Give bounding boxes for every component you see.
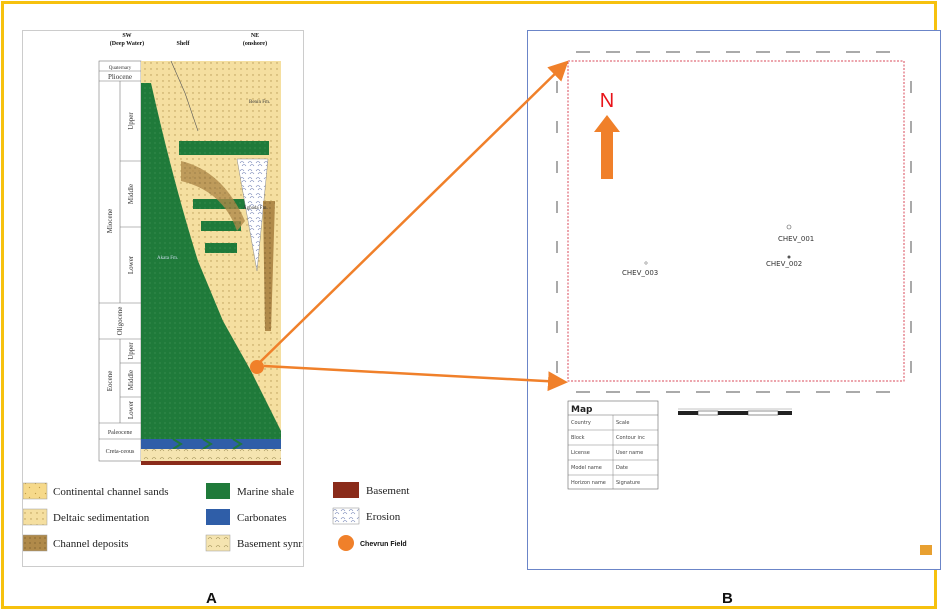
- legend-synrift: Basement synrift: [237, 538, 303, 550]
- well-chev-003[interactable]: CHEV_003: [622, 261, 658, 277]
- age-quaternary: Quaternary: [109, 66, 132, 71]
- age-cretaceous: Creta-ceous: [106, 449, 135, 455]
- legend-deltaic: Deltaic sedimentation: [53, 512, 150, 524]
- header-shelf: Shelf: [176, 41, 190, 47]
- stratigraphic-chart-panel: SW (Deep Water) Shelf NE (onshore) Quate…: [22, 30, 312, 567]
- svg-text:User name: User name: [616, 450, 643, 456]
- scale-bar: [678, 408, 792, 416]
- svg-text:Date: Date: [616, 465, 628, 471]
- legend-marine: Marine shale: [237, 486, 294, 498]
- age-miocene-upper: Upper: [127, 112, 135, 130]
- well-chev-001[interactable]: CHEV_001: [778, 224, 814, 243]
- svg-text:CHEV_003: CHEV_003: [622, 269, 658, 277]
- age-oligocene: Oligocene: [116, 307, 124, 336]
- info-title: Map: [571, 405, 593, 415]
- svg-text:License: License: [571, 450, 590, 456]
- legend-erosion: Erosion: [366, 511, 401, 523]
- svg-text:Block: Block: [571, 435, 585, 441]
- arrow-to-map-bottom: [263, 364, 568, 392]
- svg-text:Scale: Scale: [616, 420, 629, 426]
- age-eocene-upper: Upper: [127, 342, 135, 360]
- header-ne: NE: [251, 33, 259, 39]
- well-chev-002[interactable]: CHEV_002: [766, 255, 802, 269]
- legend-continental: Continental channel sands: [53, 486, 168, 498]
- panel-label-b: B: [722, 590, 733, 607]
- arrow-to-map-top: [255, 60, 569, 367]
- age-pliocene: Pliocene: [108, 73, 132, 81]
- svg-text:Horizon name: Horizon name: [571, 480, 606, 486]
- header-sw: SW: [122, 33, 131, 39]
- age-paleocene: Paleocene: [108, 430, 133, 436]
- panel-label-a: A: [206, 590, 217, 607]
- legend-basement: Basement: [366, 485, 409, 497]
- legend-channel: Channel deposits: [53, 538, 128, 550]
- header-sw-sub: (Deep Water): [110, 40, 144, 47]
- legend-right: Basement Erosion Chevrun Field: [332, 482, 409, 551]
- legend: Continental channel sands Deltaic sedime…: [22, 482, 312, 552]
- svg-text:Contour inc: Contour inc: [616, 435, 645, 441]
- formation-benin: Benin Fm.: [249, 100, 270, 105]
- map-canvas: N CHEV_001 CHEV_002 CHEV_003 Map Country…: [556, 51, 932, 555]
- svg-text:Model name: Model name: [571, 465, 602, 471]
- map-boundary: [567, 60, 905, 382]
- svg-text:CHEV_001: CHEV_001: [778, 235, 814, 243]
- svg-text:Country: Country: [571, 420, 591, 426]
- map-axis-ticks: [556, 51, 912, 393]
- map-info-table: Map Country Scale Block Contour inc Lice…: [567, 400, 659, 490]
- software-logo-icon: [920, 545, 932, 555]
- legend-field-dot: [338, 535, 354, 551]
- svg-text:Signature: Signature: [616, 480, 640, 486]
- lithology-section: [141, 60, 281, 465]
- age-eocene: Eocene: [106, 371, 114, 392]
- formation-agbada: Agbada Fm.: [243, 206, 268, 211]
- chevrun-field-marker: [250, 360, 264, 374]
- legend-carbonates: Carbonates: [237, 512, 286, 524]
- legend-field: Chevrun Field: [360, 541, 407, 548]
- svg-text:CHEV_002: CHEV_002: [766, 260, 802, 268]
- age-miocene-lower: Lower: [127, 255, 135, 274]
- age-miocene: Miocene: [106, 209, 114, 234]
- stratigraphic-chart: SW (Deep Water) Shelf NE (onshore) Quate…: [22, 33, 312, 552]
- north-arrow-icon: [594, 115, 620, 179]
- map-page: N CHEV_001 CHEV_002 CHEV_003 Map Country…: [527, 30, 941, 570]
- age-miocene-middle: Middle: [127, 184, 135, 204]
- header-ne-sub: (onshore): [243, 40, 267, 47]
- age-eocene-lower: Lower: [127, 400, 135, 419]
- formation-akata: Akata Fm.: [157, 256, 178, 261]
- north-label: N: [600, 90, 614, 112]
- age-eocene-middle: Middle: [127, 370, 135, 390]
